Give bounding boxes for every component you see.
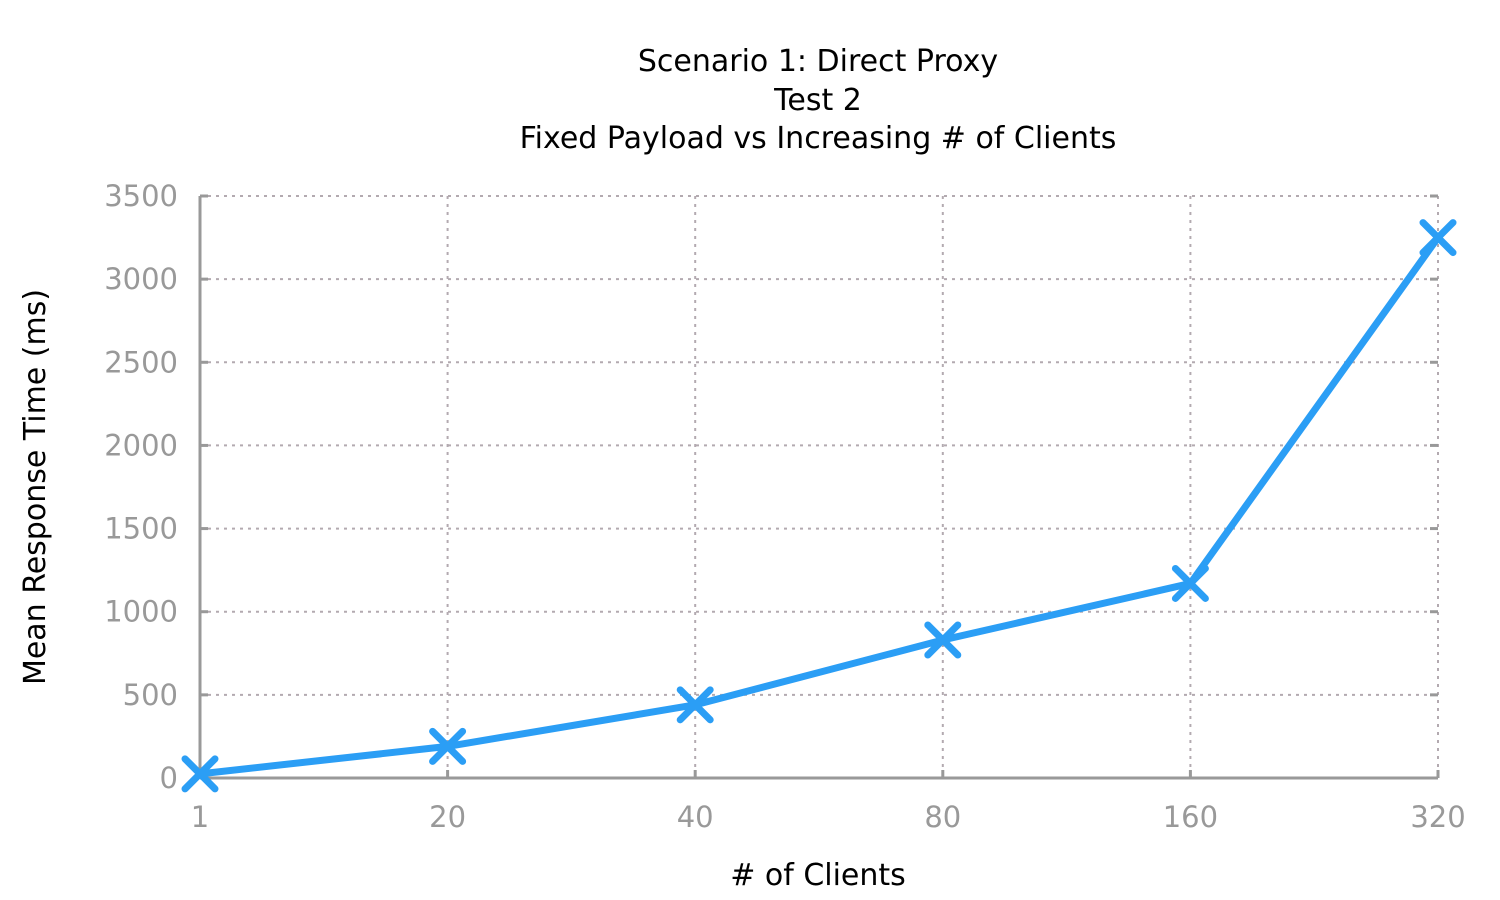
series-group xyxy=(181,219,1457,793)
x-axis-title: # of Clients xyxy=(730,858,906,893)
y-tick-label: 3000 xyxy=(104,262,178,296)
y-axis-ticks: 0 500 1000 1500 2000 2500 3000 3500 xyxy=(104,179,1438,795)
x-tick-label: 160 xyxy=(1163,800,1218,834)
x-tick-label: 40 xyxy=(677,800,714,834)
data-point-marker xyxy=(1419,219,1457,257)
y-tick-label: 2500 xyxy=(104,345,178,379)
data-point-marker xyxy=(676,686,714,724)
grid-lines xyxy=(200,195,1439,778)
data-point-marker xyxy=(181,755,219,793)
series-line-0 xyxy=(196,234,1442,778)
y-tick-label: 3500 xyxy=(104,179,178,213)
chart-title-line-2: Test 2 xyxy=(773,83,862,118)
data-point-marker xyxy=(924,621,962,659)
axes xyxy=(198,196,1438,780)
data-point-marker xyxy=(429,727,467,765)
x-axis-ticks: 1 20 40 80 160 320 xyxy=(191,770,1466,834)
y-tick-label: 1500 xyxy=(104,512,178,546)
x-tick-label: 320 xyxy=(1410,800,1465,834)
x-tick-label: 80 xyxy=(924,800,961,834)
chart-title: Scenario 1: Direct Proxy Test 2 Fixed Pa… xyxy=(520,44,1117,156)
y-tick-label: 2000 xyxy=(104,428,178,462)
x-tick-label: 20 xyxy=(429,800,466,834)
y-tick-label: 0 xyxy=(160,761,178,795)
y-tick-label: 500 xyxy=(123,678,178,712)
y-tick-label: 1000 xyxy=(104,595,178,629)
chart-title-line-3: Fixed Payload vs Increasing # of Clients xyxy=(520,121,1117,156)
chart-title-line-1: Scenario 1: Direct Proxy xyxy=(638,44,998,79)
x-tick-label: 1 xyxy=(191,800,209,834)
data-point-marker xyxy=(1171,564,1209,602)
y-axis-title: Mean Response Time (ms) xyxy=(18,289,53,685)
